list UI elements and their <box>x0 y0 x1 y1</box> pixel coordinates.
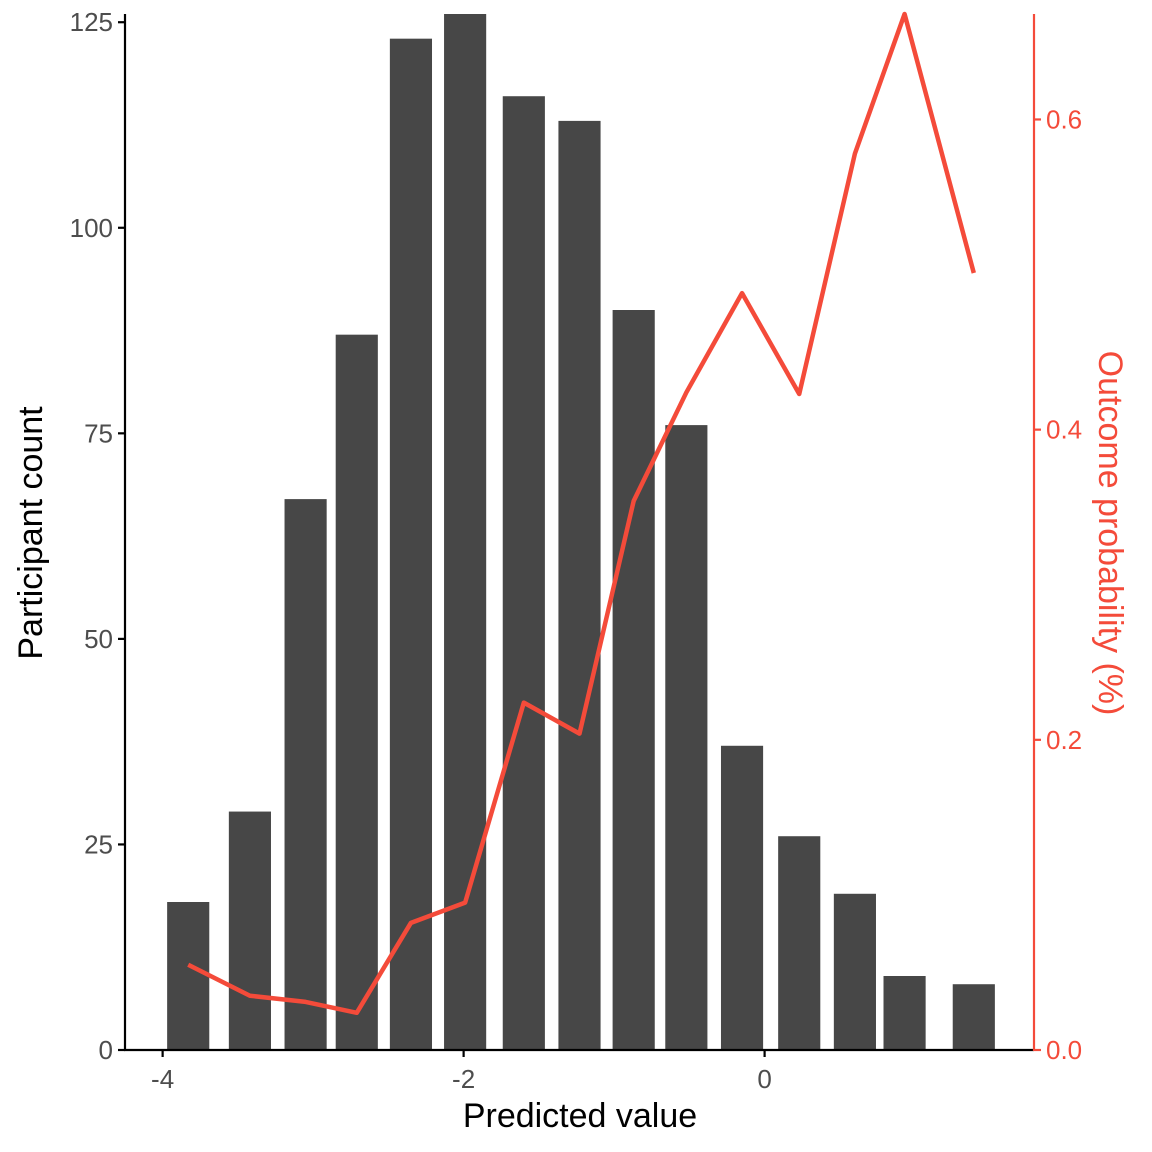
bar-11 <box>778 836 821 1050</box>
y2-tick-label-3: 0.6 <box>1046 104 1082 134</box>
bar-14 <box>952 984 995 1050</box>
x-tick-label-0: -4 <box>151 1064 174 1094</box>
bar-2 <box>284 499 327 1050</box>
y-tick-label-1: 25 <box>84 829 113 859</box>
y-tick-label-5: 125 <box>70 7 113 37</box>
bar-3 <box>335 334 378 1050</box>
y2-tick-label-0: 0.0 <box>1046 1035 1082 1065</box>
x-tick-label-1: -2 <box>452 1064 475 1094</box>
y-axis-title: Participant count <box>12 406 50 660</box>
y2-tick-label-2: 0.4 <box>1046 415 1082 445</box>
bar-4 <box>389 38 433 1051</box>
y2-axis-title: Outcome probability (%) <box>1091 351 1129 716</box>
bar-9 <box>665 425 708 1050</box>
y-tick-label-2: 50 <box>84 624 113 654</box>
bar-7 <box>558 120 601 1050</box>
y-tick-label-0: 0 <box>99 1035 113 1065</box>
bar-0 <box>167 902 210 1050</box>
x-tick-label-2: 0 <box>757 1064 771 1094</box>
bar-6 <box>502 96 545 1051</box>
bar-1 <box>228 811 271 1050</box>
bar-10 <box>720 745 764 1050</box>
bar-8 <box>612 310 655 1050</box>
probability-line <box>187 11 976 1016</box>
y-tick-label-3: 75 <box>84 418 113 448</box>
y2-tick-label-1: 0.2 <box>1046 725 1082 755</box>
bar-5 <box>444 14 487 1050</box>
line-layer <box>187 11 976 1016</box>
right-axis: 0.0 0.2 0.4 0.6 <box>1032 14 1082 1065</box>
y-tick-label-4: 100 <box>70 213 113 243</box>
bottom-axis: -4 -2 0 <box>124 1048 1034 1094</box>
left-axis: 0 25 50 75 100 125 <box>70 7 127 1065</box>
bar-12 <box>833 893 876 1050</box>
bar-13 <box>883 976 926 1050</box>
bars-layer <box>167 14 995 1051</box>
x-axis-title: Predicted value <box>463 1097 697 1135</box>
